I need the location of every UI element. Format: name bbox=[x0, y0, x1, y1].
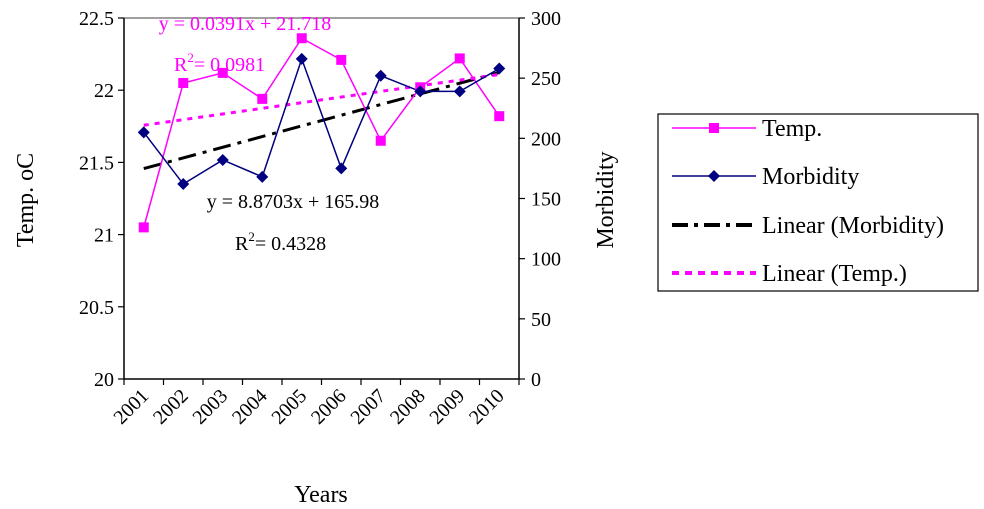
temp-point bbox=[494, 111, 505, 122]
temp-trend-r2-power: 2 bbox=[187, 50, 194, 65]
morbidity-trend-r2: R2= 0.4328 bbox=[235, 229, 326, 255]
morbidity-point bbox=[414, 85, 427, 98]
morbidity-trend-equation: y = 8.8703x + 165.98 bbox=[207, 191, 380, 213]
legend-item-linear-temp: Linear (Temp.) bbox=[672, 261, 907, 287]
temp-point bbox=[178, 77, 189, 88]
morbidity-series-line bbox=[143, 56, 500, 186]
legend-temp-label: Temp. bbox=[762, 116, 822, 142]
left-tick-label: 21 bbox=[94, 225, 114, 247]
left-tick-label: 20.5 bbox=[79, 297, 114, 319]
legend-temp-marker bbox=[709, 123, 719, 133]
x-tick-label: 2003 bbox=[188, 385, 232, 429]
x-tick-label: 2009 bbox=[425, 385, 469, 429]
temp-trend-r2-value: = 0.0981 bbox=[194, 54, 265, 76]
legend-morbidity-marker bbox=[708, 170, 720, 182]
right-tick-label: 150 bbox=[531, 189, 561, 211]
morbidity-trend-line bbox=[143, 71, 500, 171]
x-axis-title: Years bbox=[294, 482, 348, 508]
series-markers bbox=[137, 33, 506, 233]
legend-linear-morbidity-label: Linear (Morbidity) bbox=[762, 213, 944, 239]
morbidity-point bbox=[256, 170, 269, 183]
morbidity-point bbox=[137, 126, 150, 139]
right-tick-label: 300 bbox=[531, 8, 561, 30]
x-tick-label: 2010 bbox=[465, 385, 509, 429]
morbidity-trend-r2-symbol: R bbox=[235, 233, 249, 255]
morbidity-trend-r2-power: 2 bbox=[248, 229, 255, 244]
x-tick-label: 2002 bbox=[149, 385, 193, 429]
left-tick-label: 20 bbox=[94, 369, 114, 391]
x-tick-label: 2001 bbox=[109, 385, 153, 429]
temp-point bbox=[336, 54, 347, 65]
morbidity-point bbox=[453, 85, 466, 98]
temp-trend-equation: y = 0.0391x + 21.718 bbox=[159, 13, 332, 35]
x-tick-label: 2005 bbox=[267, 385, 311, 429]
morbidity-point bbox=[335, 162, 348, 175]
series-lines bbox=[143, 37, 500, 228]
legend: Temp. Morbidity Linear (Morbidity) Linea… bbox=[657, 113, 979, 292]
temp-point bbox=[296, 33, 307, 44]
morbidity-point bbox=[295, 52, 308, 65]
legend-box bbox=[657, 113, 979, 292]
x-tick-label: 2006 bbox=[307, 385, 351, 429]
right-tick-label: 200 bbox=[531, 128, 561, 150]
y-axis-right-title: Morbidity bbox=[593, 151, 619, 248]
right-tick-label: 250 bbox=[531, 68, 561, 90]
temp-trend-r2-symbol: R bbox=[174, 54, 188, 76]
temp-point bbox=[454, 53, 465, 64]
right-tick-label: 50 bbox=[531, 309, 551, 331]
temp-point bbox=[257, 93, 268, 104]
trend-lines bbox=[143, 71, 500, 171]
temp-point bbox=[217, 67, 228, 78]
temp-series-line bbox=[143, 37, 500, 228]
temp-point bbox=[375, 135, 386, 146]
temp-trend-r2: R2= 0.0981 bbox=[174, 50, 265, 76]
legend-linear-temp-label: Linear (Temp.) bbox=[762, 261, 907, 287]
right-axis-ticks: 0 50 100 150 200 250 300 bbox=[519, 8, 561, 391]
temp-trend-line bbox=[143, 72, 500, 127]
morbidity-trend-r2-value: = 0.4328 bbox=[255, 233, 326, 255]
left-axis-ticks: 20 20.5 21 21.5 22 22.5 bbox=[79, 8, 124, 391]
morbidity-point bbox=[177, 178, 190, 191]
right-tick-label: 0 bbox=[531, 369, 541, 391]
x-tick-label: 2004 bbox=[228, 385, 272, 429]
x-tick-label: 2007 bbox=[346, 385, 390, 429]
legend-morbidity-label: Morbidity bbox=[762, 164, 859, 190]
left-tick-label: 22.5 bbox=[79, 8, 114, 30]
left-tick-label: 22 bbox=[94, 80, 114, 102]
legend-item-linear-morbidity: Linear (Morbidity) bbox=[672, 213, 944, 239]
temp-point bbox=[138, 222, 149, 233]
morbidity-point bbox=[493, 62, 506, 75]
x-tick-label: 2008 bbox=[386, 385, 430, 429]
y-axis-left-title: Temp. oC bbox=[13, 153, 39, 247]
legend-item-temp: Temp. bbox=[672, 116, 822, 142]
right-tick-label: 100 bbox=[531, 249, 561, 271]
left-tick-label: 21.5 bbox=[79, 152, 114, 174]
legend-item-morbidity: Morbidity bbox=[672, 164, 859, 190]
morbidity-point bbox=[374, 69, 387, 82]
morbidity-point bbox=[216, 153, 229, 166]
